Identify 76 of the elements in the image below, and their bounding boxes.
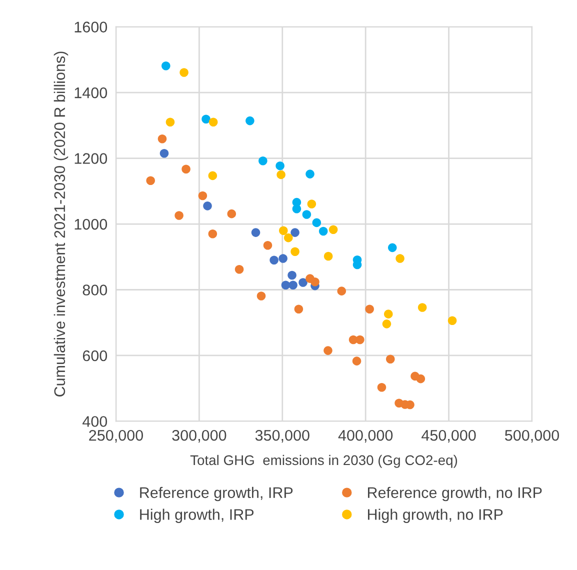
point — [448, 316, 457, 326]
point — [281, 280, 290, 290]
point — [352, 356, 362, 366]
x-tick-label: 450,000 — [422, 430, 476, 443]
point — [312, 218, 322, 228]
point — [160, 148, 169, 158]
point — [306, 170, 314, 178]
x-tick-label: 250,000 — [89, 430, 143, 443]
point — [290, 247, 300, 256]
point — [396, 254, 404, 263]
point — [198, 191, 208, 200]
point — [234, 264, 244, 274]
point — [294, 304, 304, 314]
y-axis-title: Cumulative investment 2021-2030 (2020 R billions) — [54, 52, 68, 396]
point — [377, 382, 386, 392]
point — [263, 240, 272, 250]
point — [208, 171, 218, 180]
point — [388, 243, 397, 252]
point — [258, 156, 268, 166]
point — [386, 354, 395, 364]
point — [208, 118, 218, 127]
point — [278, 254, 288, 263]
y-tick-label: 1400 — [74, 87, 108, 98]
point — [324, 252, 333, 261]
point — [158, 134, 167, 144]
point — [276, 161, 284, 170]
point — [382, 320, 392, 328]
x-tick-label: 350,000 — [255, 430, 310, 443]
point — [324, 346, 332, 355]
point — [418, 303, 427, 312]
y-tick-label: 1000 — [74, 218, 108, 230]
point — [298, 278, 308, 287]
point — [227, 209, 236, 218]
x-axis-title: Total GHG emissions in 2030 (Gg CO2-eq) — [190, 454, 458, 468]
point — [288, 270, 296, 280]
y-tick-label: 1600 — [74, 22, 108, 32]
point — [146, 176, 155, 186]
legend-label: High growth, no IRP — [368, 508, 503, 523]
point — [162, 62, 170, 70]
point — [276, 170, 286, 180]
point — [288, 280, 298, 290]
point — [174, 211, 184, 220]
point — [310, 277, 320, 286]
point — [328, 225, 338, 234]
point — [278, 226, 288, 235]
point — [337, 286, 346, 296]
point — [166, 118, 175, 127]
point — [356, 335, 364, 344]
point — [208, 229, 218, 238]
legend-label: High growth, IRP — [140, 508, 254, 523]
y-tick-label: 600 — [82, 350, 108, 362]
point — [384, 310, 393, 318]
point — [318, 226, 328, 236]
y-tick-label: 800 — [82, 284, 108, 296]
legend-label: Reference growth, no IRP — [368, 486, 542, 502]
x-tick-label: 400,000 — [338, 430, 393, 443]
point — [290, 228, 300, 237]
point — [416, 374, 426, 384]
point — [302, 210, 312, 219]
y-tick-label: 400 — [82, 416, 108, 427]
y-tick-label: 1200 — [74, 153, 108, 164]
point — [182, 164, 190, 174]
legend-label: Reference growth, IRP — [140, 486, 293, 502]
point — [203, 202, 212, 210]
point — [180, 68, 188, 77]
point — [202, 114, 210, 124]
point — [365, 304, 374, 314]
point — [251, 228, 260, 237]
x-tick-label: 300,000 — [172, 430, 226, 443]
x-tick-label: 500,000 — [504, 430, 560, 443]
point — [284, 233, 293, 242]
point — [270, 256, 278, 265]
point — [307, 200, 316, 208]
point — [246, 116, 254, 126]
point — [292, 204, 302, 214]
point — [256, 292, 266, 300]
